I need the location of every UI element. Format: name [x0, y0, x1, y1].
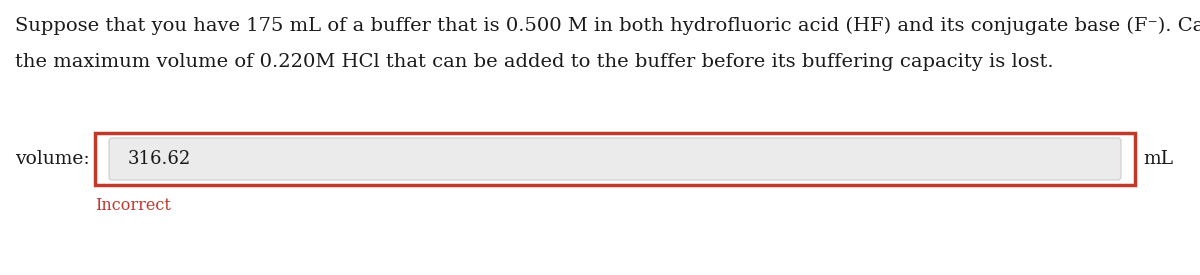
Text: the maximum volume of 0.220M HCl that can be added to the buffer before its buff: the maximum volume of 0.220M HCl that ca…	[14, 53, 1054, 71]
FancyBboxPatch shape	[109, 138, 1121, 180]
Text: 316.62: 316.62	[128, 150, 191, 168]
Text: Suppose that you have 175 mL of a buffer that is 0.500 M in both hydrofluoric ac: Suppose that you have 175 mL of a buffer…	[14, 17, 1200, 35]
FancyBboxPatch shape	[95, 133, 1135, 185]
Text: Incorrect: Incorrect	[95, 197, 170, 214]
Text: volume:: volume:	[16, 150, 90, 168]
Text: mL: mL	[1142, 150, 1174, 168]
